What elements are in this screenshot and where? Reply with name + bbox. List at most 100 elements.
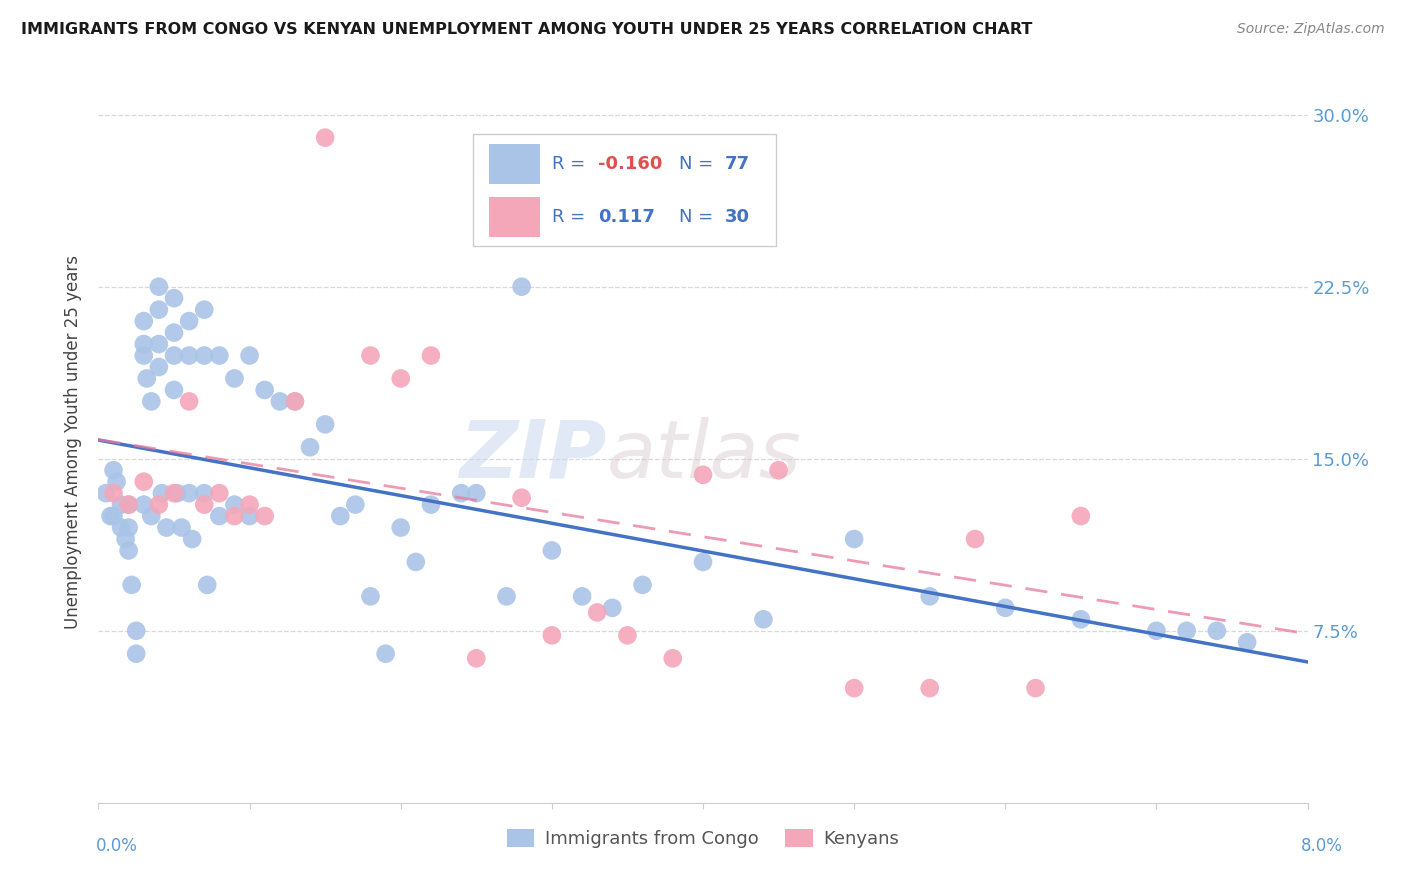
Point xyxy=(284,394,307,409)
Text: IMMIGRANTS FROM CONGO VS KENYAN UNEMPLOYMENT AMONG YOUTH UNDER 25 YEARS CORRELAT: IMMIGRANTS FROM CONGO VS KENYAN UNEMPLOY… xyxy=(21,22,1032,37)
Point xyxy=(224,498,246,512)
Point xyxy=(224,371,246,385)
Point xyxy=(155,520,177,534)
Point xyxy=(1236,635,1258,649)
Text: N =: N = xyxy=(679,208,718,227)
Point xyxy=(616,628,638,642)
Point xyxy=(208,509,231,524)
Point xyxy=(193,498,215,512)
Y-axis label: Unemployment Among Youth under 25 years: Unemployment Among Youth under 25 years xyxy=(65,254,83,629)
Point xyxy=(420,349,443,363)
Point xyxy=(179,314,201,328)
Point xyxy=(450,486,472,500)
Text: 77: 77 xyxy=(724,154,749,173)
Text: ZIP: ZIP xyxy=(458,417,606,495)
Point xyxy=(723,222,745,236)
Point xyxy=(344,498,367,512)
Point xyxy=(163,383,186,397)
Point xyxy=(510,491,533,505)
Point xyxy=(540,543,562,558)
Point xyxy=(389,371,412,385)
Point xyxy=(314,417,336,432)
Point xyxy=(965,532,987,546)
Point xyxy=(132,475,155,489)
Point xyxy=(132,314,155,328)
Point xyxy=(166,486,188,500)
Point xyxy=(114,532,136,546)
Point xyxy=(118,498,141,512)
Point xyxy=(360,349,382,363)
Point xyxy=(360,590,382,604)
Point xyxy=(844,681,866,695)
Text: 0.117: 0.117 xyxy=(598,208,655,227)
Text: 0.0%: 0.0% xyxy=(96,837,138,855)
Point xyxy=(103,463,125,477)
Point xyxy=(253,383,276,397)
Point xyxy=(141,394,163,409)
Point xyxy=(918,590,941,604)
Text: R =: R = xyxy=(551,154,591,173)
Text: atlas: atlas xyxy=(606,417,801,495)
Point xyxy=(163,486,186,500)
Point xyxy=(253,509,276,524)
Point xyxy=(299,440,322,454)
Point xyxy=(510,279,533,293)
Point xyxy=(135,371,157,385)
Point xyxy=(118,520,141,534)
Point xyxy=(125,647,148,661)
Text: Source: ZipAtlas.com: Source: ZipAtlas.com xyxy=(1237,22,1385,37)
Point xyxy=(631,578,654,592)
Point xyxy=(148,279,170,293)
Point xyxy=(132,498,155,512)
Text: 30: 30 xyxy=(724,208,749,227)
Point xyxy=(329,509,352,524)
Point xyxy=(179,349,201,363)
Point xyxy=(110,520,132,534)
Point xyxy=(179,486,201,500)
Point xyxy=(193,486,215,500)
Point xyxy=(163,349,186,363)
Bar xyxy=(489,144,540,184)
Point xyxy=(239,509,262,524)
Point xyxy=(179,394,201,409)
Point xyxy=(692,555,714,569)
Point xyxy=(208,349,231,363)
Point xyxy=(193,349,215,363)
Point xyxy=(132,337,155,351)
Text: N =: N = xyxy=(679,154,718,173)
Point xyxy=(692,467,714,482)
Point xyxy=(1146,624,1168,638)
Point xyxy=(195,578,218,592)
Point xyxy=(405,555,427,569)
Point xyxy=(193,302,215,317)
Point xyxy=(1070,509,1092,524)
Point xyxy=(170,520,193,534)
Point xyxy=(110,498,132,512)
Point xyxy=(586,606,609,620)
Point xyxy=(118,543,141,558)
Point xyxy=(148,302,170,317)
Point xyxy=(1025,681,1047,695)
Point xyxy=(768,463,790,477)
Point xyxy=(374,647,396,661)
Legend: Immigrants from Congo, Kenyans: Immigrants from Congo, Kenyans xyxy=(499,822,907,855)
Point xyxy=(141,509,163,524)
Point xyxy=(752,612,775,626)
FancyBboxPatch shape xyxy=(474,135,776,246)
Point xyxy=(163,326,186,340)
Point xyxy=(420,498,443,512)
Point xyxy=(148,359,170,374)
Point xyxy=(150,486,173,500)
Text: 8.0%: 8.0% xyxy=(1301,837,1343,855)
Text: -0.160: -0.160 xyxy=(598,154,662,173)
Point xyxy=(118,498,141,512)
Point xyxy=(103,509,125,524)
Point xyxy=(239,498,262,512)
Point xyxy=(540,628,562,642)
Point xyxy=(284,394,307,409)
Point xyxy=(269,394,291,409)
Point xyxy=(1175,624,1198,638)
Point xyxy=(239,349,262,363)
Point xyxy=(125,624,148,638)
Point xyxy=(661,651,683,665)
